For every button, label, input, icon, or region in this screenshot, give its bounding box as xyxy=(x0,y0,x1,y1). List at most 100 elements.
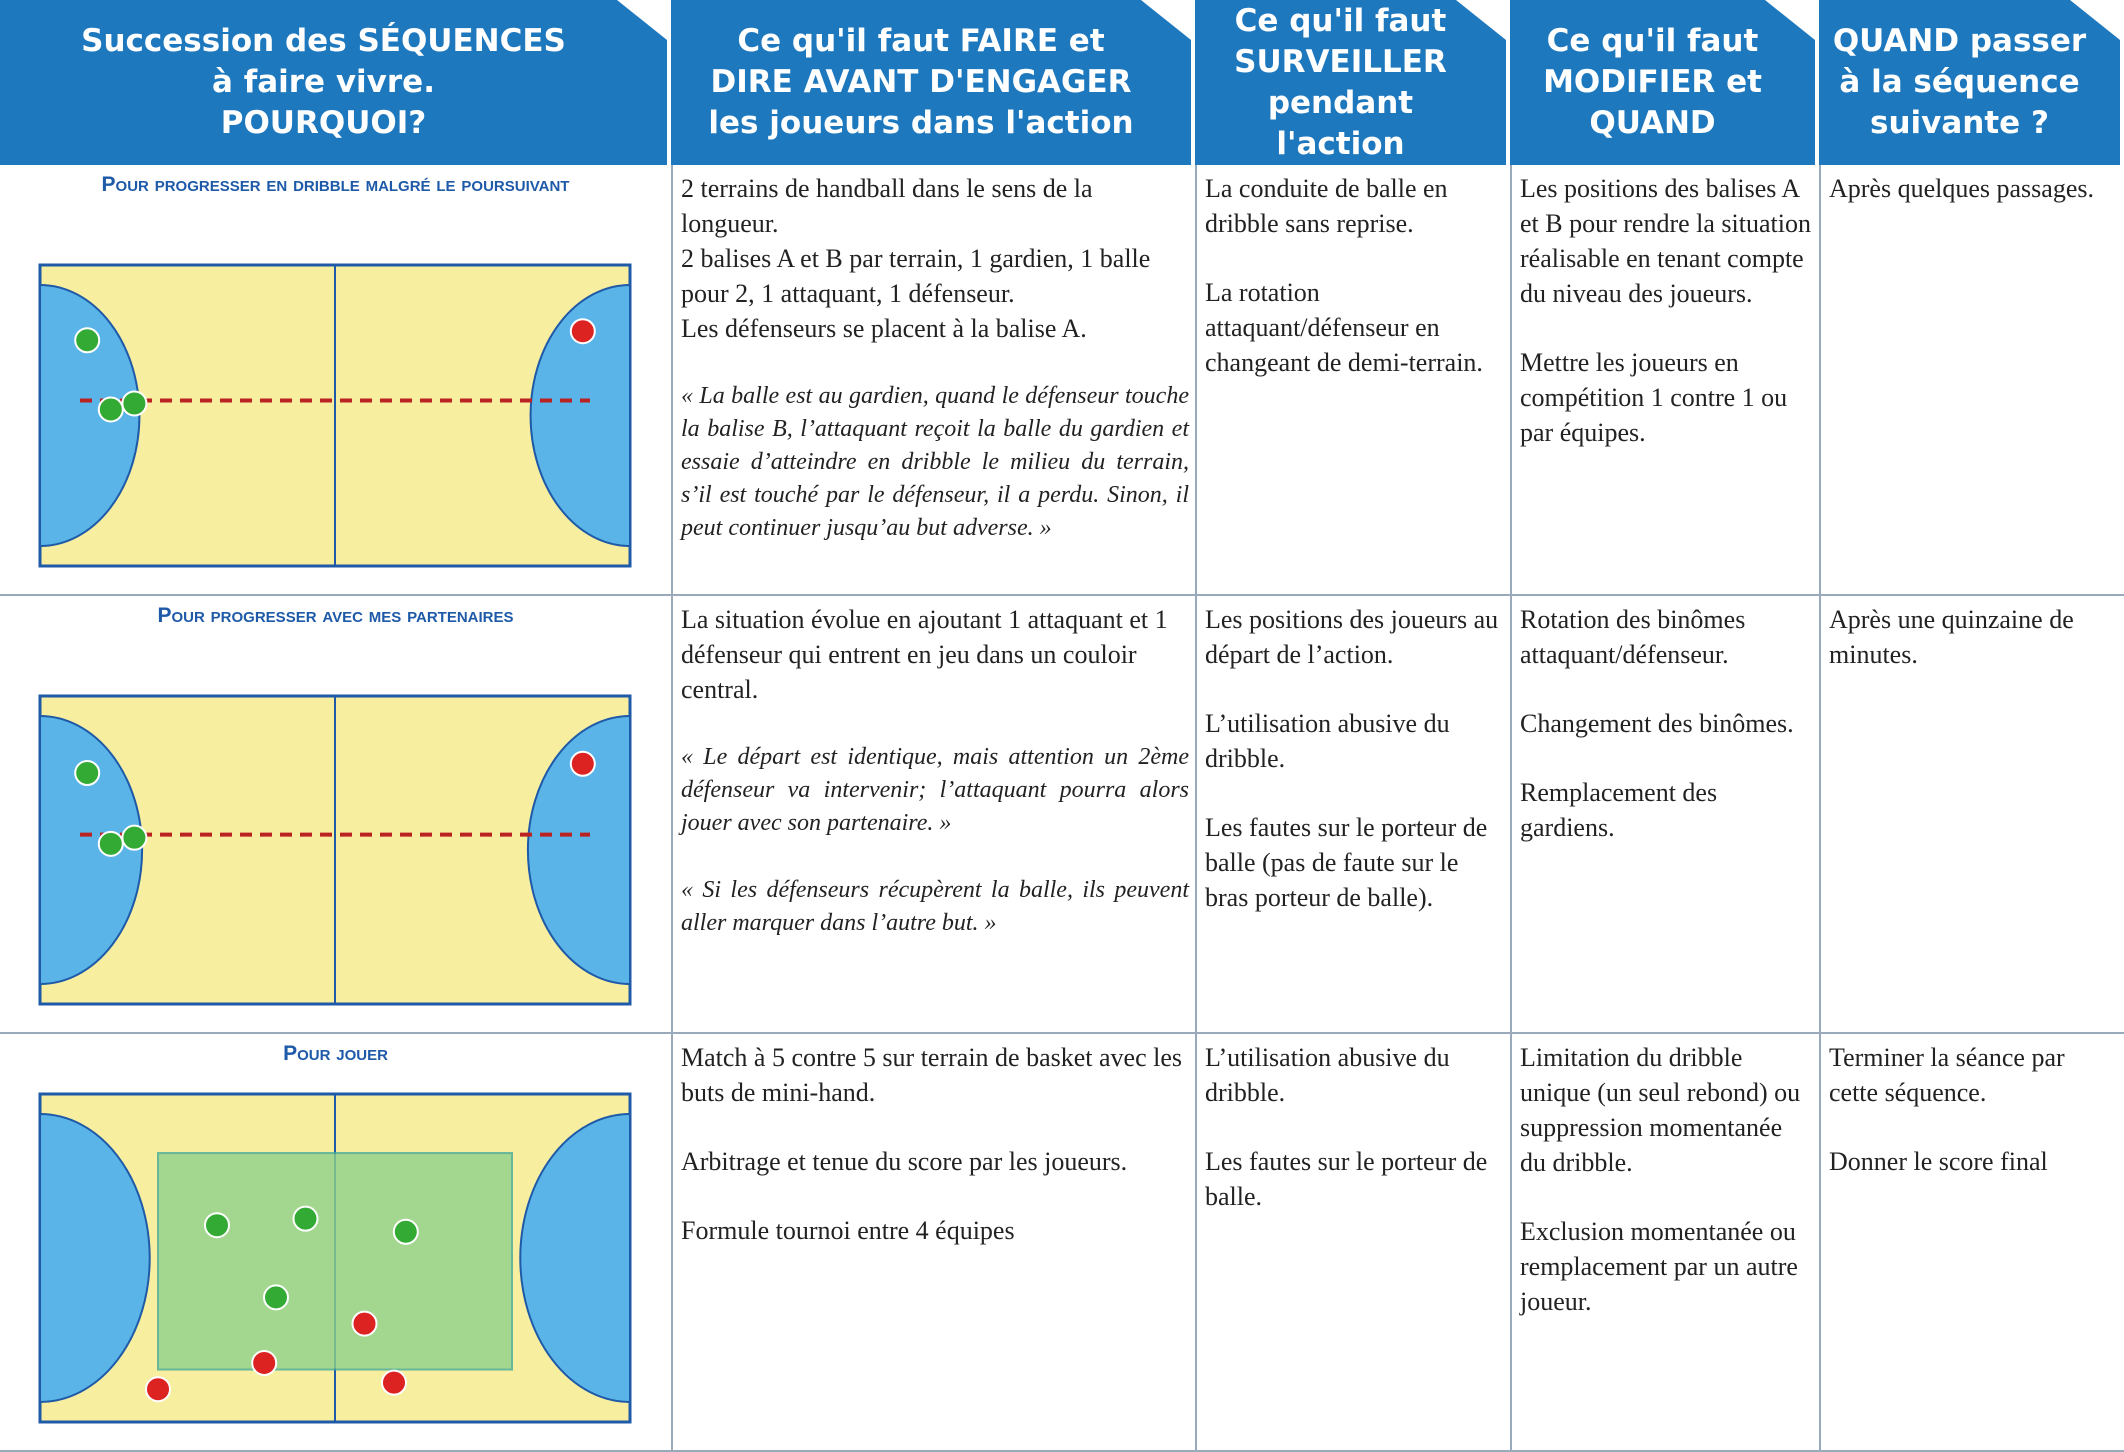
text-line: Rotation des binômes attaquant/défenseur… xyxy=(1520,605,1746,669)
player xyxy=(569,318,596,345)
header-cell: Ce qu'il faut FAIRE et DIRE AVANT D'ENGAG… xyxy=(671,0,1191,165)
text-line: Les positions des joueurs au départ de l… xyxy=(1205,605,1499,669)
court-diagram: AIDEM xyxy=(38,694,632,1006)
player xyxy=(121,390,148,417)
header-line: à faire vivre. xyxy=(212,64,435,100)
player xyxy=(292,1205,319,1232)
section-title: Pour progresser en dribble malgré le pou… xyxy=(101,173,570,196)
court-diagram: ABIDEM xyxy=(38,263,632,568)
player xyxy=(74,327,101,354)
header-line: les joueurs dans l'action xyxy=(708,105,1134,141)
header-line: POURQUOI? xyxy=(220,105,427,141)
text-line: Après quelques passages. xyxy=(1829,174,2094,203)
table-cell: La conduite de balle en dribble sans rep… xyxy=(1195,165,1510,596)
header-cell: Ce qu'il faut SURVEILLER pendant l'action xyxy=(1195,0,1506,165)
header-line: suivante ? xyxy=(1870,105,2049,141)
text-block: Après une quinzaine de minutes. xyxy=(1829,602,2118,672)
text-line: Remplacement des gardiens. xyxy=(1520,778,1718,842)
text-block: Les fautes sur le porteur de balle. xyxy=(1205,1144,1504,1214)
text-block: Les positions des joueurs au départ de l… xyxy=(1205,602,1504,672)
text-block: L’utilisation abusive du dribble. xyxy=(1205,1040,1504,1110)
text-block: Les fautes sur le porteur de balle (pas … xyxy=(1205,810,1504,915)
text-line: Changement des binômes. xyxy=(1520,709,1794,738)
text-block: Remplacement des gardiens. xyxy=(1520,775,1813,845)
text-block: Match à 5 contre 5 sur terrain de basket… xyxy=(681,1040,1189,1110)
header-line: Succession des SÉQUENCES xyxy=(81,23,566,59)
text-block: Après quelques passages. xyxy=(1829,171,2118,206)
text-line: 2 balises A et B par terrain, 1 gardien,… xyxy=(681,244,1151,308)
text-line: Arbitrage et tenue du score par les joue… xyxy=(681,1147,1128,1176)
text-line: « Le départ est identique, mais attentio… xyxy=(681,744,1189,836)
text-line: Donner le score final xyxy=(1829,1147,2048,1176)
text-line: « La balle est au gardien, quand le défe… xyxy=(681,383,1189,541)
header-cell: Ce qu'il faut MODIFIER et QUAND xyxy=(1510,0,1815,165)
text-line: Les défenseurs se placent à la balise A. xyxy=(681,314,1087,343)
diagram-cell xyxy=(0,165,671,596)
text-line: Terminer la séance par cette séquence. xyxy=(1829,1043,2065,1107)
text-line: Les positions des balises A et B pour re… xyxy=(1520,174,1811,308)
text-block: Donner le score final xyxy=(1829,1144,2118,1179)
table-cell: Les positions des joueurs au départ de l… xyxy=(1195,596,1510,1034)
text-block: « Si les défenseurs récupèrent la balle,… xyxy=(681,874,1189,940)
text-line: Après une quinzaine de minutes. xyxy=(1829,605,2074,669)
player xyxy=(97,830,124,857)
table-cell: Match à 5 contre 5 sur terrain de basket… xyxy=(671,1034,1195,1452)
text-line: Mettre les joueurs en compétition 1 cont… xyxy=(1520,348,1788,447)
text-line: Formule tournoi entre 4 équipes xyxy=(681,1216,1015,1245)
table-cell: Limitation du dribble unique (un seul re… xyxy=(1510,1034,1819,1452)
text-block: 2 terrains de handball dans le sens de l… xyxy=(681,171,1189,346)
player xyxy=(351,1310,378,1337)
header-line: Ce qu'il faut FAIRE et xyxy=(737,23,1105,59)
text-line: Les fautes sur le porteur de balle (pas … xyxy=(1205,813,1488,912)
text-line: L’utilisation abusive du dribble. xyxy=(1205,1043,1450,1107)
player xyxy=(392,1218,419,1245)
text-block: La situation évolue en ajoutant 1 attaqu… xyxy=(681,602,1189,707)
player xyxy=(263,1284,289,1311)
zone xyxy=(519,1112,631,1404)
text-block: Exclusion momentanée ou remplacement par… xyxy=(1520,1214,1813,1319)
section-title: Pour progresser avec mes partenaires xyxy=(157,604,514,627)
text-block: Arbitrage et tenue du score par les joue… xyxy=(681,1144,1189,1179)
player xyxy=(145,1376,171,1403)
text-line: 2 terrains de handball dans le sens de l… xyxy=(681,174,1093,238)
header-line: QUAND xyxy=(1589,105,1716,141)
text-block: Formule tournoi entre 4 équipes xyxy=(681,1213,1189,1248)
player xyxy=(381,1369,407,1396)
player xyxy=(251,1349,278,1376)
court-diagram xyxy=(38,1092,632,1424)
player xyxy=(204,1212,230,1239)
header-line: QUAND passer xyxy=(1832,23,2087,59)
zone xyxy=(526,714,631,986)
section-title: Pour jouer xyxy=(283,1042,388,1065)
text-line: L’utilisation abusive du dribble. xyxy=(1205,709,1450,773)
table-cell: Terminer la séance par cette séquence. Do… xyxy=(1819,1034,2124,1452)
header-line: SURVEILLER xyxy=(1234,43,1447,80)
header-line: pendant l'action xyxy=(1267,84,1414,162)
diagram-cell xyxy=(0,1034,671,1452)
text-line: Exclusion momentanée ou remplacement par… xyxy=(1520,1217,1798,1316)
header-line: MODIFIER et xyxy=(1543,64,1762,100)
header-cell: QUAND passer à la séquence suivante ? xyxy=(1819,0,2120,165)
table-cell: Rotation des binômes attaquant/défenseur… xyxy=(1510,596,1819,1034)
diagram-cell xyxy=(0,596,671,1034)
text-line: Les fautes sur le porteur de balle. xyxy=(1205,1147,1488,1211)
text-block: Mettre les joueurs en compétition 1 cont… xyxy=(1520,345,1813,450)
text-line: « Si les défenseurs récupèrent la balle,… xyxy=(681,877,1189,936)
table-cell: Les positions des balises A et B pour re… xyxy=(1510,165,1819,596)
text-line: Match à 5 contre 5 sur terrain de basket… xyxy=(681,1043,1183,1107)
play-zone xyxy=(157,1152,513,1371)
zone xyxy=(39,1112,151,1404)
text-block: Terminer la séance par cette séquence. xyxy=(1829,1040,2118,1110)
header-line: Ce qu'il faut xyxy=(1546,23,1759,59)
text-block: Changement des binômes. xyxy=(1520,706,1813,741)
zone xyxy=(529,283,631,548)
text-line: La situation évolue en ajoutant 1 attaqu… xyxy=(681,605,1168,704)
text-line: Limitation du dribble unique (un seul re… xyxy=(1520,1043,1801,1177)
header-line: à la séquence xyxy=(1839,64,2080,100)
table-cell: Après quelques passages. xyxy=(1819,165,2124,596)
text-line: La rotation attaquant/défenseur en chang… xyxy=(1205,278,1483,377)
header-line: Ce qu'il faut xyxy=(1234,2,1447,39)
table-cell: Après une quinzaine de minutes. xyxy=(1819,596,2124,1034)
table-cell: 2 terrains de handball dans le sens de l… xyxy=(671,165,1195,596)
